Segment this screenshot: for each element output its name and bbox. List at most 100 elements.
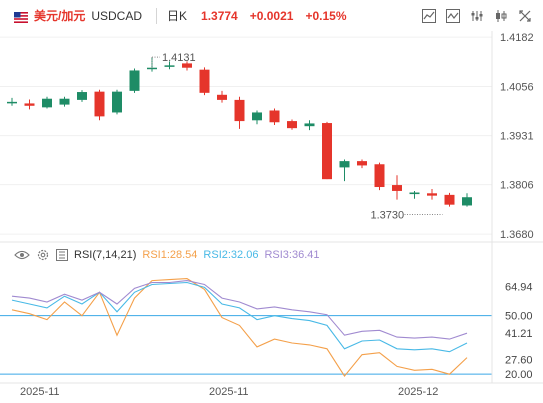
gear-icon[interactable] — [36, 248, 50, 262]
candle-body — [287, 121, 297, 129]
rsi1-value: RSI1:28.54 — [142, 249, 198, 261]
candle-body — [339, 161, 350, 168]
candle — [322, 121, 332, 180]
price-change-percent: +0.15% — [305, 8, 347, 23]
visibility-icon[interactable] — [14, 249, 30, 261]
candle — [24, 99, 35, 110]
candle — [427, 188, 437, 200]
rsi3-line — [11, 280, 468, 340]
fullscreen-icon[interactable] — [515, 6, 535, 26]
candle-body — [462, 197, 472, 206]
pair-name[interactable]: 美元/加元 — [34, 9, 86, 23]
candle — [7, 97, 17, 106]
candle-body — [24, 103, 35, 106]
candle — [357, 159, 367, 169]
candle — [77, 90, 87, 102]
price-tick-label: 1.4182 — [500, 32, 534, 44]
last-price: 1.3774 — [201, 8, 238, 23]
rsi-tick-label: 50.00 — [505, 311, 533, 323]
rsi2-line — [11, 281, 468, 353]
price-axis: 1.4182 1.4056 1.3931 1.3806 1.3680 — [491, 31, 534, 242]
price-tick-label: 1.3931 — [500, 131, 534, 143]
candle-body — [147, 67, 157, 70]
candle-body — [444, 194, 455, 205]
candle-type-icon[interactable] — [491, 6, 511, 26]
rsi3-value: RSI3:36.41 — [264, 249, 320, 261]
rsi2-value: RSI2:32.06 — [203, 249, 259, 261]
candle — [269, 108, 280, 126]
candle — [409, 190, 420, 199]
header-divider — [156, 7, 158, 24]
candle — [444, 192, 455, 207]
candle-body — [59, 98, 70, 105]
price-grid — [0, 36, 492, 235]
rsi-tick-label: 64.94 — [505, 282, 533, 294]
candle — [42, 96, 52, 109]
candle-body — [427, 193, 437, 196]
candle-body — [182, 63, 192, 68]
chart-header: 美元/加元 USDCAD 日K 1.3774 +0.0021 +0.15% — [0, 0, 543, 31]
rsi-tick-label: 20.00 — [505, 369, 533, 381]
high-label: 1.4131 — [162, 52, 196, 64]
candle-body — [217, 94, 227, 100]
candle-body — [374, 164, 385, 188]
time-tick-label: 2025-11 — [20, 386, 60, 398]
pair-code: USDCAD — [91, 8, 143, 23]
rsi-grid — [0, 315, 492, 375]
candle-body — [164, 65, 175, 67]
candle-body — [322, 123, 332, 180]
candle-body — [7, 101, 17, 104]
candle — [217, 90, 227, 103]
indicator-box-icon — [56, 249, 68, 261]
rsi-tick-label: 27.60 — [505, 354, 533, 366]
candle — [94, 89, 105, 121]
candle — [392, 175, 402, 200]
compare-icon[interactable] — [443, 6, 463, 26]
candle-body — [234, 99, 245, 122]
candle-body — [252, 112, 262, 121]
time-tick-label: 2025-11 — [209, 386, 249, 398]
rsi-lines — [11, 278, 468, 378]
rsi-axis: 64.94 50.00 41.21 27.60 20.00 — [491, 242, 533, 383]
us-flag-icon — [14, 10, 28, 23]
candle — [252, 110, 262, 125]
candles — [7, 57, 472, 207]
candle — [304, 120, 315, 131]
time-axis: 2025-11 2025-11 2025-12 — [0, 382, 543, 398]
low-label: 1.3730 — [371, 209, 405, 221]
toolbar — [419, 6, 535, 26]
candle — [199, 67, 210, 96]
candle — [182, 61, 192, 71]
settings-icon[interactable] — [467, 6, 487, 26]
candle — [339, 159, 350, 182]
candle — [287, 119, 297, 130]
candle-body — [129, 70, 140, 91]
rsi1-line — [11, 278, 468, 378]
candle-body — [77, 92, 87, 100]
candle — [462, 193, 472, 207]
candle-body — [357, 161, 367, 166]
candle — [147, 57, 157, 72]
candle — [374, 162, 385, 191]
indicator-icon[interactable] — [419, 6, 439, 26]
candle-body — [304, 123, 315, 127]
price-tick-label: 1.3680 — [500, 229, 534, 241]
candle-body — [112, 91, 122, 113]
candle — [59, 96, 70, 107]
price-tick-label: 1.3806 — [500, 180, 534, 192]
candle-body — [409, 192, 420, 195]
candle — [129, 68, 140, 93]
interval-selector[interactable]: 日K — [167, 9, 188, 23]
candle-body — [42, 98, 52, 108]
price-change: +0.0021 — [249, 8, 294, 23]
price-tick-label: 1.4056 — [500, 82, 534, 94]
price-annotations: 1.4131 1.3730 — [151, 52, 443, 221]
rsi-name: RSI(7,14,21) — [74, 249, 137, 261]
candle — [112, 89, 122, 115]
candle-body — [199, 69, 210, 93]
candle-body — [94, 91, 105, 117]
candle — [164, 61, 175, 70]
rsi-legend: RSI(7,14,21) RSI1:28.54 RSI2:32.06 RSI3:… — [14, 248, 326, 262]
time-tick-label: 2025-12 — [398, 386, 438, 398]
